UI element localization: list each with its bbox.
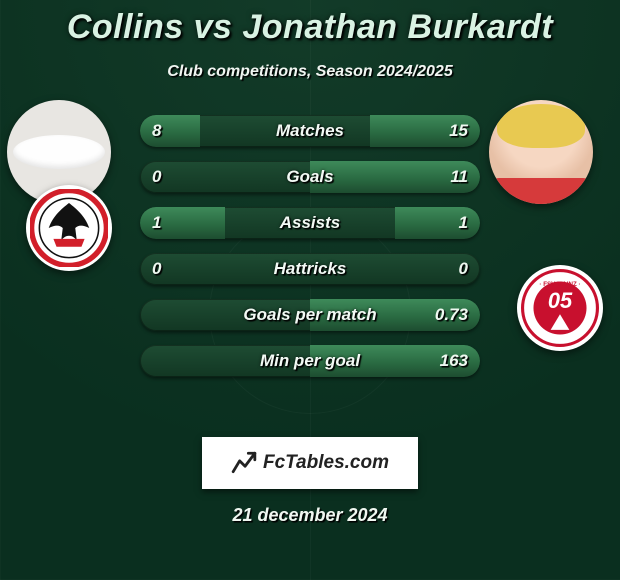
source-watermark: FcTables.com [202,437,418,489]
stat-row: 815Matches [140,115,480,147]
stat-row: 011Goals [140,161,480,193]
subtitle: Club competitions, Season 2024/2025 [0,63,620,81]
eintracht-frankfurt-icon [30,189,108,267]
stat-label: Goals [140,161,480,193]
svg-text:05: 05 [548,288,573,313]
stat-row: 11Assists [140,207,480,239]
fctables-logo-icon [231,450,257,476]
stat-label: Goals per match [140,299,480,331]
club2-crest: 05 · FSV MAINZ · [517,265,603,351]
stat-row: 0.73Goals per match [140,299,480,331]
player1-placeholder-shape [13,135,105,169]
player2-hair-shape [497,104,585,148]
content-wrap: Collins vs Jonathan Burkardt Club compet… [0,0,620,580]
stat-row: 00Hattricks [140,253,480,285]
stat-label: Min per goal [140,345,480,377]
stat-bars: 815Matches 011Goals 11Assists 00Hattricks 0.… [140,115,480,377]
page-title: Collins vs Jonathan Burkardt [0,8,620,47]
comparison-arena: 05 · FSV MAINZ · 815Matches 011Goals 11Ass… [0,115,620,415]
stat-label: Assists [140,207,480,239]
player2-jersey-shape [489,178,593,204]
club1-crest [26,185,112,271]
stat-label: Hattricks [140,253,480,285]
stat-label: Matches [140,115,480,147]
mainz-05-icon: 05 · FSV MAINZ · [521,269,599,347]
watermark-text: FcTables.com [263,452,389,474]
svg-text:· FSV MAINZ ·: · FSV MAINZ · [539,281,580,288]
stat-row: 163Min per goal [140,345,480,377]
player2-avatar [489,100,593,204]
date-text: 21 december 2024 [0,505,620,526]
